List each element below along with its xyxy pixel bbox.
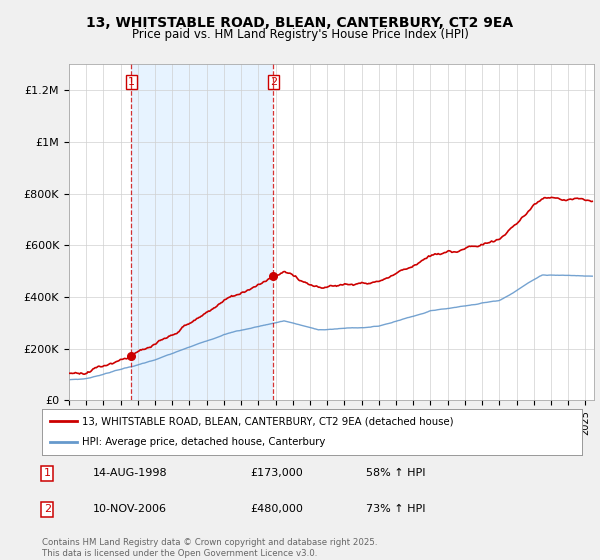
Text: 73% ↑ HPI: 73% ↑ HPI <box>366 505 425 515</box>
Text: 14-AUG-1998: 14-AUG-1998 <box>94 468 168 478</box>
Text: 13, WHITSTABLE ROAD, BLEAN, CANTERBURY, CT2 9EA: 13, WHITSTABLE ROAD, BLEAN, CANTERBURY, … <box>86 16 514 30</box>
Text: 2: 2 <box>44 505 51 515</box>
Text: HPI: Average price, detached house, Canterbury: HPI: Average price, detached house, Cant… <box>83 437 326 447</box>
Text: Price paid vs. HM Land Registry's House Price Index (HPI): Price paid vs. HM Land Registry's House … <box>131 28 469 41</box>
Text: 1: 1 <box>128 77 135 87</box>
Text: 10-NOV-2006: 10-NOV-2006 <box>94 505 167 515</box>
Text: £173,000: £173,000 <box>250 468 302 478</box>
Text: 13, WHITSTABLE ROAD, BLEAN, CANTERBURY, CT2 9EA (detached house): 13, WHITSTABLE ROAD, BLEAN, CANTERBURY, … <box>83 416 454 426</box>
Text: 58% ↑ HPI: 58% ↑ HPI <box>366 468 425 478</box>
Text: Contains HM Land Registry data © Crown copyright and database right 2025.
This d: Contains HM Land Registry data © Crown c… <box>42 538 377 558</box>
Text: 1: 1 <box>44 468 51 478</box>
Bar <box>131 64 274 400</box>
Text: 2: 2 <box>270 77 277 87</box>
Text: £480,000: £480,000 <box>250 505 303 515</box>
